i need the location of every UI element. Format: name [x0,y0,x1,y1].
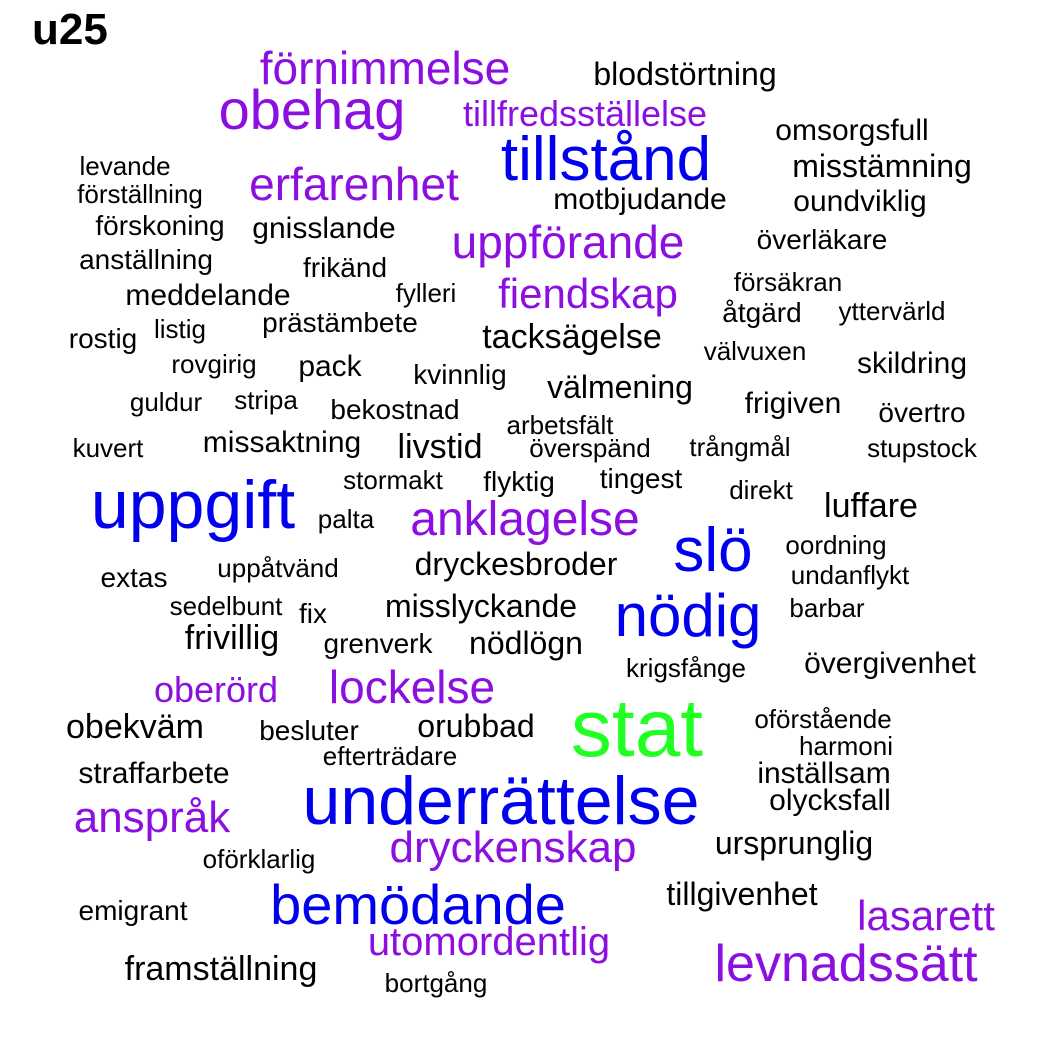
word-blodstörtning: blodstörtning [593,56,777,92]
word-extas: extas [100,562,168,593]
word-förställning: förställning [77,179,203,209]
word-barbar: barbar [789,593,865,623]
word-oberörd: oberörd [153,669,279,710]
word-inställsam: inställsam [757,757,891,790]
word-slö: slö [673,516,753,585]
word-välvuxen: välvuxen [703,336,807,366]
word-motbjudande: motbjudande [553,183,727,216]
word-harmoni: harmoni [799,731,893,761]
word-ursprunglig: ursprunglig [714,825,874,861]
word-bekostnad: bekostnad [330,394,460,425]
word-levnadssätt: levnadssätt [714,935,978,993]
word-uppgift: uppgift [90,467,296,543]
word-flyktig: flyktig [483,466,555,497]
word-nödig: nödig [614,582,762,649]
word-framställning: framställning [124,950,318,988]
word-övertro: övertro [878,397,966,428]
word-palta: palta [317,504,375,534]
word-listig: listig [153,314,207,344]
word-dryckesbroder: dryckesbroder [414,546,618,582]
word-oordning: oordning [785,530,887,560]
word-guldur: guldur [129,387,203,417]
word-välmening: välmening [547,369,693,405]
word-undanflykt: undanflykt [790,560,910,590]
word-rostig: rostig [68,323,138,354]
word-straffarbete: straffarbete [78,757,230,790]
word-frivillig: frivillig [184,619,280,657]
word-förnimmelse: förnimmelse [259,42,511,94]
word-missaktning: missaktning [202,426,362,459]
word-tingest: tingest [599,463,683,494]
word-yttervärld: yttervärld [838,296,946,326]
word-oförklarlig: oförklarlig [202,844,316,874]
word-stripa: stripa [234,385,298,415]
word-orubbad: orubbad [417,708,535,744]
word-tacksägelse: tacksägelse [482,318,662,356]
word-misstämning: misstämning [792,148,972,184]
word-olycksfall: olycksfall [769,784,891,817]
word-livstid: livstid [397,428,483,466]
word-tillgivenhet: tillgivenhet [666,876,818,912]
word-lasarett: lasarett [857,892,995,939]
word-sedelbunt: sedelbunt [169,591,283,621]
word-omsorgsfull: omsorgsfull [775,114,929,147]
word-underrättelse: underrättelse [302,763,700,839]
word-utomordentlig: utomordentlig [367,920,611,964]
word-misslyckande: misslyckande [384,588,578,624]
word-meddelande: meddelande [125,279,291,312]
word-fiendskap: fiendskap [498,270,678,317]
word-pack: pack [298,350,362,383]
word-uppförande: uppförande [451,216,685,268]
word-lockelse: lockelse [328,661,496,713]
word-stormakt: stormakt [343,465,443,495]
word-anspråk: anspråk [73,793,231,842]
word-uppåtvänd: uppåtvänd [217,553,339,583]
word-erfarenhet: erfarenhet [249,158,459,210]
word-anställning: anställning [79,244,213,275]
word-grenverk: grenverk [323,628,433,659]
figure-title: u25 [32,5,108,54]
word-överläkare: överläkare [756,224,888,255]
word-dryckenskap: dryckenskap [389,823,637,872]
word-obehag: obehag [218,78,406,141]
word-stat: stat [570,683,704,774]
word-överspänd: överspänd [529,433,651,463]
word-tillfredsställelse: tillfredsställelse [462,93,708,134]
word-kvinnlig: kvinnlig [413,359,507,390]
word-oundviklig: oundviklig [793,185,927,218]
word-levande: levande [79,151,171,181]
word-frikänd: frikänd [302,252,388,283]
word-prästämbete: prästämbete [262,307,418,338]
word-frigiven: frigiven [744,387,842,420]
word-oförstående: oförstående [754,704,892,734]
word-bortgång: bortgång [384,968,488,998]
word-nödlögn: nödlögn [469,625,583,661]
word-krigsfånge: krigsfånge [626,653,746,683]
word-anklagelse: anklagelse [410,493,640,546]
word-emigrant: emigrant [78,895,188,926]
word-efterträdare: efterträdare [322,741,458,771]
word-fylleri: fylleri [395,278,457,308]
word-direkt: direkt [729,475,793,505]
word-förskoning: förskoning [95,210,225,241]
word-skildring: skildring [856,347,968,380]
word-arbetsfält: arbetsfält [506,410,614,440]
word-försäkran: försäkran [733,267,843,297]
word-gnisslande: gnisslande [252,212,396,245]
word-stupstock: stupstock [867,433,977,463]
word-åtgärd: åtgärd [722,297,802,328]
word-besluter: besluter [259,715,359,746]
word-kuvert: kuvert [72,433,144,463]
word-obekväm: obekväm [66,708,204,746]
word-tillstånd: tillstånd [500,125,712,194]
word-bemödande: bemödande [270,873,566,936]
word-rovgirig: rovgirig [171,349,257,379]
word-övergivenhet: övergivenhet [804,647,976,680]
word-trångmål: trångmål [689,432,791,462]
word-fix: fix [299,598,327,629]
word-luffare: luffare [824,487,918,525]
